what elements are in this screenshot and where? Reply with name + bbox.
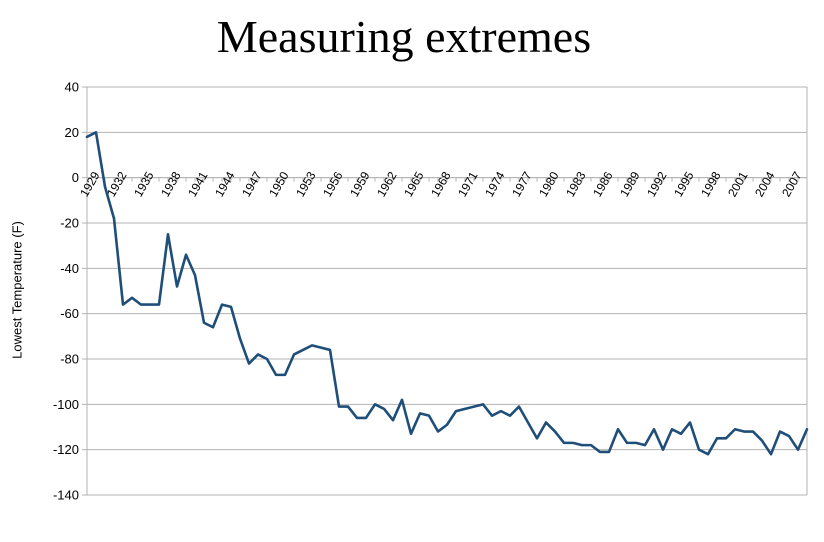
y-tick-label: -40 — [60, 261, 79, 276]
y-tick-labels: 40 20 0 -20 -40 -60 -80 -100 -120 -140 — [53, 80, 79, 503]
x-tick-label: 1950 — [266, 169, 292, 199]
y-tick-label: 0 — [72, 170, 79, 185]
x-tick-label: 1980 — [536, 169, 562, 199]
x-tick-label: 2001 — [725, 169, 751, 199]
x-tick-label: 1959 — [347, 169, 373, 199]
x-tick-label: 1989 — [617, 169, 643, 199]
series-group — [85, 131, 809, 456]
y-tick-label: -120 — [53, 442, 79, 457]
x-tick-label: 1953 — [293, 169, 319, 199]
x-tick-label: 1938 — [158, 169, 184, 199]
x-tick-label: 2007 — [779, 169, 805, 199]
x-tick-label: 1992 — [644, 169, 670, 199]
axes — [82, 86, 808, 496]
x-tick-label: 1986 — [590, 169, 616, 199]
x-tick-label: 1947 — [239, 169, 265, 199]
x-tick-label: 1965 — [401, 169, 427, 199]
x-tick-label: 1977 — [509, 169, 535, 199]
y-tick-label: 20 — [65, 125, 79, 140]
y-tick-label: 40 — [65, 80, 79, 95]
x-tick-label: 1971 — [455, 169, 481, 199]
x-tick-label: 1956 — [320, 169, 346, 199]
x-tick-labels: 1929 1932 1935 1938 1941 1944 1947 1950 1953 1956… — [77, 169, 805, 199]
x-tick-label: 1983 — [563, 169, 589, 199]
x-tick-label: 1941 — [185, 169, 211, 199]
x-tick-label: 1929 — [77, 169, 103, 199]
y-tick-label: -20 — [60, 216, 79, 231]
x-tick-label: 1962 — [374, 169, 400, 199]
y-tick-label: -80 — [60, 352, 79, 367]
x-tick-label: 1944 — [212, 169, 238, 199]
x-tick-label: 1998 — [698, 169, 724, 199]
y-tick-label: -100 — [53, 397, 79, 412]
x-tick-label: 1974 — [482, 169, 508, 199]
y-tick-label: -60 — [60, 306, 79, 321]
series-line — [85, 131, 809, 456]
gridlines — [87, 86, 807, 496]
chart-title: Measuring extremes — [216, 11, 592, 62]
x-tick-label: 1968 — [428, 169, 454, 199]
x-tick-label: 1995 — [671, 169, 697, 199]
x-tick-label: 2004 — [752, 169, 778, 199]
y-tick-label: -140 — [53, 488, 79, 503]
x-tick-label: 1935 — [131, 169, 157, 199]
